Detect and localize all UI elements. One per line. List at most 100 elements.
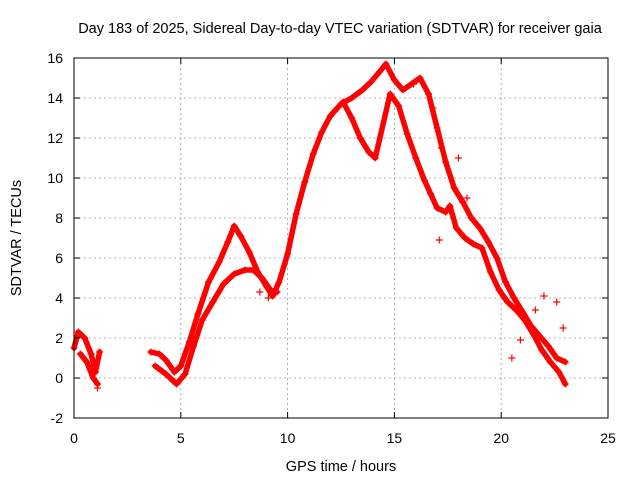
grid-layer	[74, 58, 608, 418]
data-point-marker	[412, 154, 420, 162]
y-axis-label: SDTVAR / TECUs	[9, 180, 25, 296]
data-point-marker	[452, 224, 460, 232]
data-point-marker	[292, 210, 300, 218]
data-point-marker	[375, 68, 383, 76]
chart-title: Day 183 of 2025, Sidereal Day-to-day VTE…	[78, 21, 603, 37]
data-point-marker	[309, 150, 317, 158]
data-point-marker	[427, 190, 435, 198]
x-tick-label: 0	[70, 430, 78, 446]
data-point-marker	[256, 288, 264, 296]
data-point-marker	[516, 336, 524, 344]
data-point-marker	[437, 144, 445, 152]
data-point-marker	[559, 324, 567, 332]
data-point-marker	[348, 94, 356, 102]
data-point-marker	[81, 334, 89, 342]
data-point-marker	[544, 342, 552, 350]
data-point-marker	[546, 358, 554, 366]
data-point-marker	[521, 316, 529, 324]
data-point-marker	[245, 248, 253, 256]
data-point-marker	[273, 288, 281, 296]
data-point-marker	[215, 258, 223, 266]
data-point-marker	[454, 154, 462, 162]
data-point-marker	[555, 368, 563, 376]
data-point-marker	[83, 358, 91, 366]
data-point-marker	[220, 280, 228, 288]
data-point-marker	[484, 238, 492, 246]
data-point-marker	[553, 354, 561, 362]
data-point-marker	[365, 148, 373, 156]
series-track	[77, 351, 101, 387]
data-point-marker	[433, 204, 441, 212]
y-tick-label: -2	[51, 410, 64, 426]
data-point-marker	[420, 176, 428, 184]
axis-layer: 0 5 10 15 20 25 -2 0 2 4 6 8 10 12 14 16	[47, 50, 616, 446]
data-point-marker	[87, 350, 95, 358]
data-point-marker	[450, 184, 458, 192]
data-point-marker	[510, 294, 518, 302]
data-point-marker	[435, 236, 443, 244]
data-point-marker	[89, 374, 97, 382]
data-point-marker	[181, 370, 189, 378]
series-track	[152, 267, 280, 387]
data-point-marker	[173, 380, 181, 388]
data-point-marker	[508, 354, 516, 362]
data-point-marker	[429, 104, 437, 112]
data-point-marker	[487, 268, 495, 276]
data-point-marker	[399, 86, 407, 94]
data-point-marker	[74, 328, 82, 336]
data-point-marker	[529, 330, 537, 338]
data-point-marker	[410, 80, 418, 88]
data-point-marker	[151, 362, 159, 370]
y-tick-label: 14	[47, 90, 63, 106]
series-track	[340, 91, 569, 387]
data-point-marker	[469, 240, 477, 248]
data-point-marker	[493, 254, 501, 262]
data-point-marker	[147, 348, 155, 356]
data-point-marker	[230, 222, 238, 230]
data-point-marker	[367, 78, 375, 86]
data-point-marker	[476, 224, 484, 232]
data-point-marker	[301, 178, 309, 186]
data-point-marker	[501, 278, 509, 286]
data-point-marker	[390, 76, 398, 84]
y-tick-label: 12	[47, 130, 63, 146]
data-point-marker	[495, 286, 503, 294]
data-point-marker	[205, 278, 213, 286]
data-point-marker	[185, 338, 193, 346]
data-point-marker	[177, 362, 185, 370]
data-point-marker	[416, 74, 424, 82]
data-point-marker	[442, 208, 450, 216]
data-point-marker	[170, 368, 178, 376]
y-tick-label: 0	[55, 370, 63, 386]
data-point-marker	[395, 102, 403, 110]
x-tick-label: 5	[177, 430, 185, 446]
data-point-marker	[446, 202, 454, 210]
data-point-marker	[275, 278, 283, 286]
data-point-marker	[403, 130, 411, 138]
data-point-marker	[540, 292, 548, 300]
data-point-marker	[339, 98, 347, 106]
data-point-marker	[326, 112, 334, 120]
data-point-marker	[190, 342, 198, 350]
data-point-marker	[553, 298, 561, 306]
series-track	[71, 329, 103, 375]
data-layer	[70, 60, 569, 392]
data-point-marker	[87, 364, 95, 372]
data-point-marker	[162, 370, 170, 378]
data-point-marker	[504, 298, 512, 306]
data-point-marker	[459, 198, 467, 206]
data-point-marker	[512, 306, 520, 314]
data-point-marker	[442, 158, 450, 166]
data-point-marker	[356, 134, 364, 142]
data-point-marker	[155, 350, 163, 358]
data-point-marker	[241, 266, 249, 274]
plot-frame	[73, 57, 609, 419]
data-point-marker	[478, 244, 486, 252]
x-tick-label: 20	[493, 430, 509, 446]
x-axis-label: GPS time / hours	[286, 459, 396, 475]
data-point-marker	[425, 90, 433, 98]
data-point-marker	[269, 292, 277, 300]
data-point-marker	[209, 298, 217, 306]
